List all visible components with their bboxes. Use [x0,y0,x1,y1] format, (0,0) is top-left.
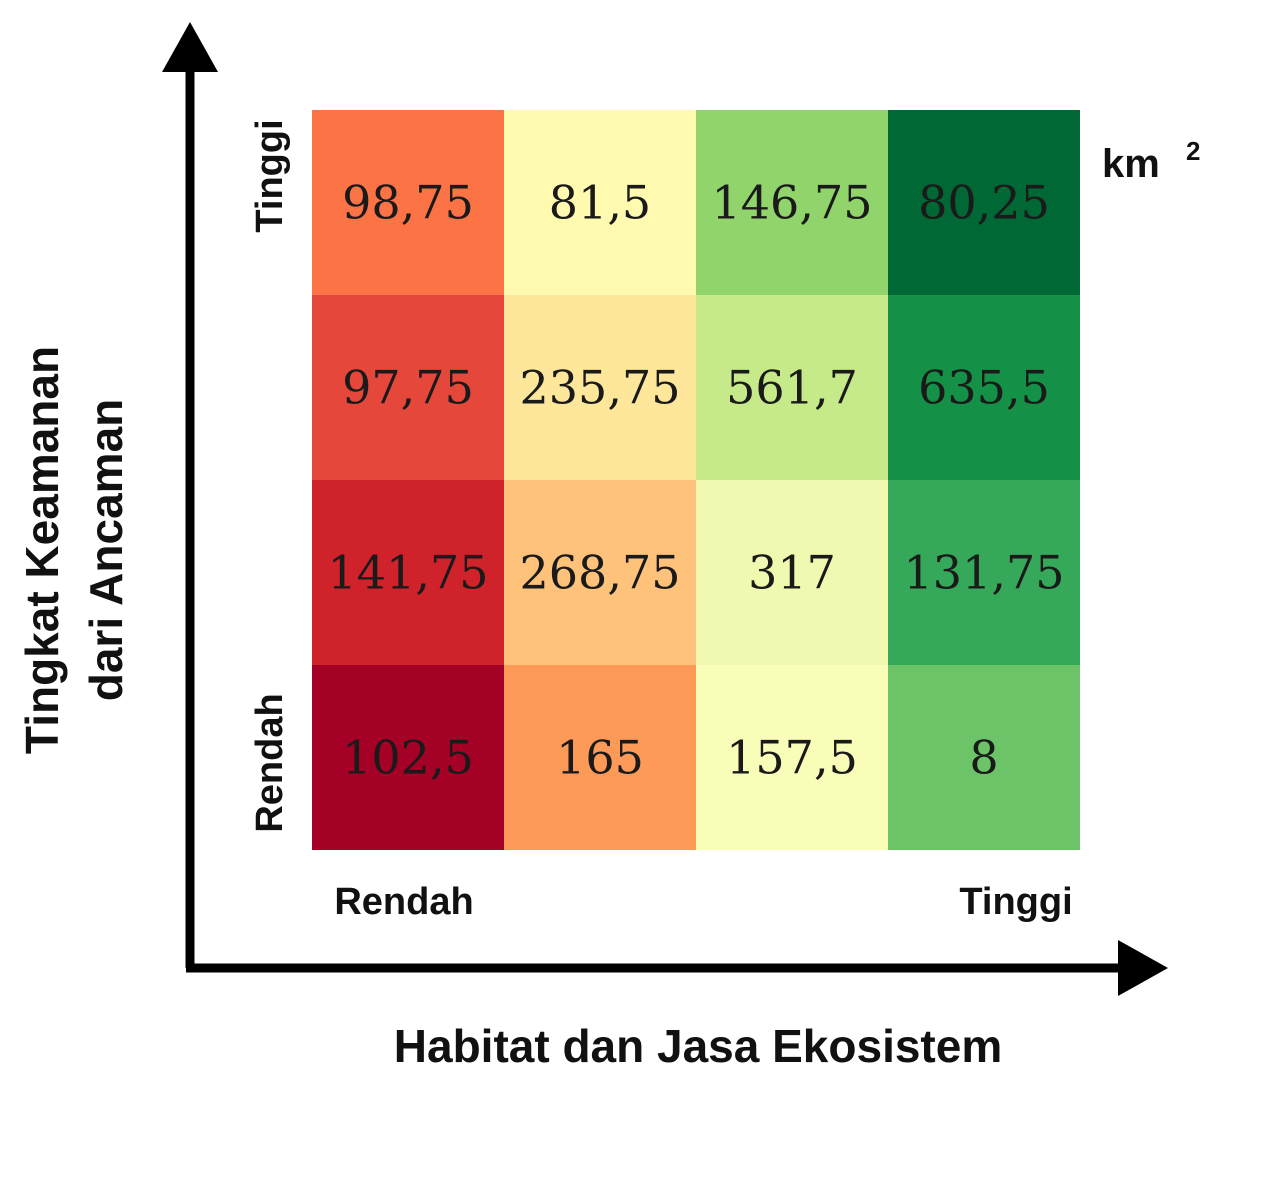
heatmap-cell-r3-c3 [888,665,1080,850]
heatmap-cell-r1-c3 [888,295,1080,480]
heatmap-cell-r2-c3 [888,480,1080,665]
cell-value-r0-c1: 81,5 [549,176,651,230]
unit-base: km [1102,142,1160,186]
y-tick-high: Tinggi [249,119,291,232]
heatmap-cell-r0-c0 [312,110,504,295]
x-axis-arrow-icon [1118,940,1168,996]
cell-value-r1-c2: 561,7 [726,361,858,415]
cell-value-r2-c2: 317 [748,546,836,600]
heatmap-cell-r0-c3 [888,110,1080,295]
heatmap-cell-r1-c2 [696,295,888,480]
heatmap-cell-r2-c2 [696,480,888,665]
y-axis-title-line-2: dari Ancaman [80,399,132,702]
cell-value-r2-c3: 131,75 [904,546,1065,600]
heatmap-cell-r3-c2 [696,665,888,850]
heatmap-cell-r1-c1 [504,295,696,480]
cell-value-r1-c1: 235,75 [520,361,681,415]
cell-value-r1-c3: 635,5 [918,361,1050,415]
unit-label: km [1102,142,1160,186]
cell-value-r3-c0: 102,5 [342,731,474,785]
cell-value-r0-c0: 98,75 [342,176,474,230]
cell-value-r0-c3: 80,25 [918,176,1050,230]
cell-value-r3-c2: 157,5 [726,731,858,785]
y-tick-low: Rendah [249,693,291,832]
heatmap-cell-r2-c1 [504,480,696,665]
heatmap-cell-r0-c2 [696,110,888,295]
x-axis-title: Habitat dan Jasa Ekosistem [394,1020,1002,1072]
cell-value-r2-c1: 268,75 [520,546,681,600]
heatmap-grid: 98,75 81,5 146,75 80,25 97,75 235,75 561,7 635,… [312,110,1080,850]
heatmap-cell-r3-c1 [504,665,696,850]
y-axis-arrow-icon [162,22,218,72]
heatmap-cell-r1-c0 [312,295,504,480]
cell-value-r0-c2: 146,75 [712,176,873,230]
cell-value-r2-c0: 141,75 [328,546,489,600]
x-tick-low: Rendah [334,881,473,923]
y-axis-title-line-1: Tingkat Keamanan [16,346,68,754]
cell-value-r3-c1: 165 [556,731,644,785]
x-tick-high: Tinggi [959,881,1072,923]
heatmap-cell-r3-c0 [312,665,504,850]
heatmap-cell-r0-c1 [504,110,696,295]
cell-value-r3-c3: 8 [969,731,998,785]
unit-superscript: 2 [1186,136,1200,166]
cell-value-r1-c0: 97,75 [342,361,474,415]
heatmap-cell-r2-c0 [312,480,504,665]
